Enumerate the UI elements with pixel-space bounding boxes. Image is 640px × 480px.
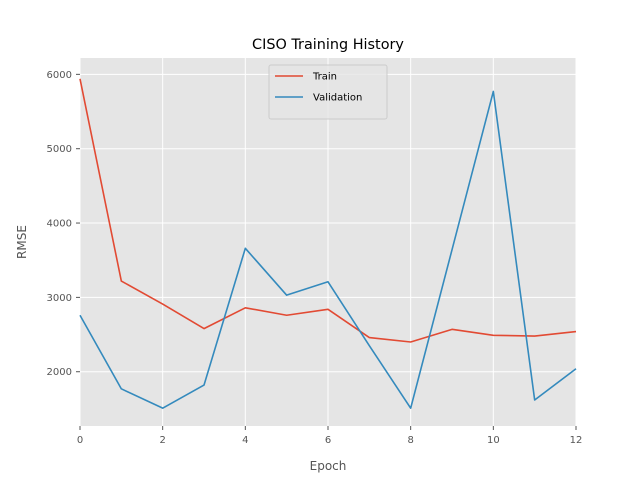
- y-tick-label: 5000: [47, 144, 72, 155]
- x-tick-label: 10: [487, 435, 500, 446]
- x-tick-label: 0: [77, 435, 83, 446]
- chart-title: CISO Training History: [252, 37, 404, 53]
- series-line-train: [79, 78, 577, 343]
- y-tick-label: 4000: [47, 219, 72, 230]
- legend-label-train: Train: [312, 72, 337, 83]
- axis-ticks: 0 2 4 6 8 10 12 2000 3000 4000 5000 6000: [47, 70, 583, 446]
- x-axis-label: Epoch: [310, 459, 347, 473]
- x-tick-label: 8: [407, 435, 413, 446]
- series-line-validation: [79, 90, 577, 409]
- legend-label-validation: Validation: [313, 93, 362, 104]
- x-tick-label: 6: [325, 435, 331, 446]
- legend: Train Validation: [268, 64, 388, 120]
- x-tick-label: 4: [242, 435, 248, 446]
- x-tick-label: 12: [570, 435, 583, 446]
- legend-box: [268, 64, 388, 120]
- y-tick-label: 3000: [47, 293, 72, 304]
- y-tick-label: 6000: [47, 70, 72, 81]
- y-axis-label: RMSE: [15, 225, 29, 259]
- series-lines: [79, 78, 577, 409]
- y-tick-label: 2000: [47, 367, 72, 378]
- x-tick-label: 2: [159, 435, 165, 446]
- grid-lines: [79, 58, 577, 426]
